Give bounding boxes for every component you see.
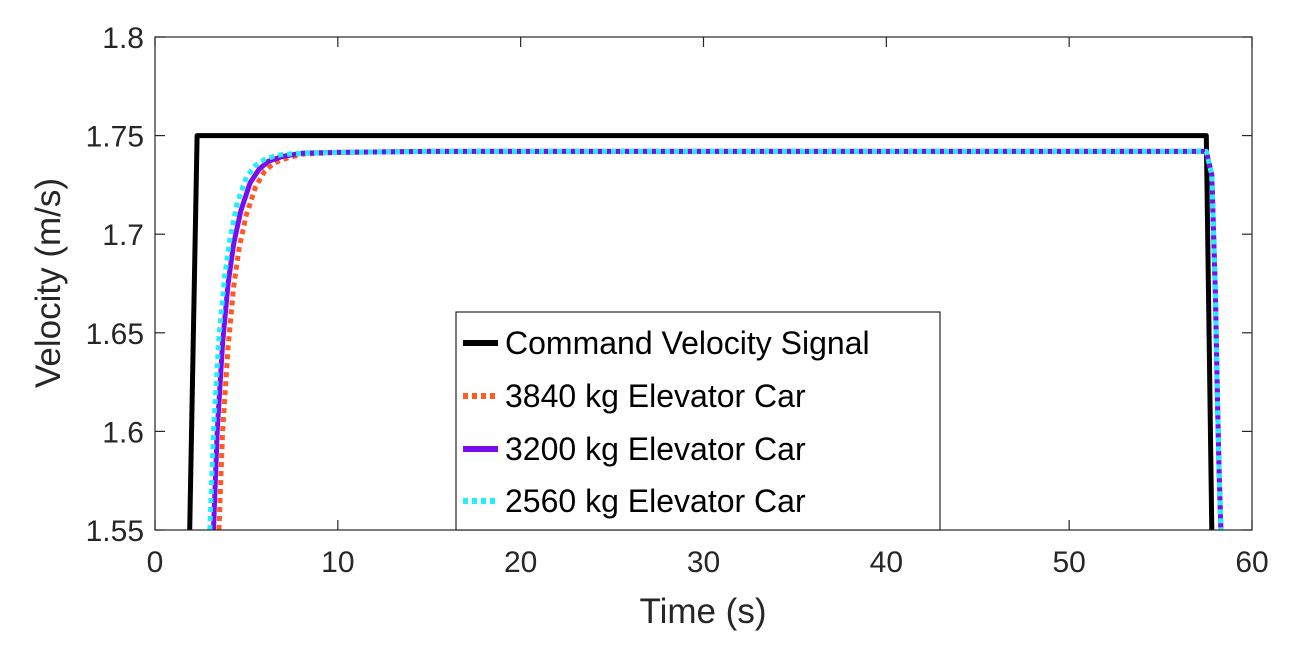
legend: Command Velocity Signal 3840 kg Elevator…: [455, 311, 941, 531]
x-tick-label: 0: [147, 546, 164, 579]
x-tick-label: 30: [687, 546, 720, 579]
y-tick-label: 1.55: [86, 515, 144, 548]
legend-box: [455, 311, 941, 531]
legend-label-2560: 2560 kg Elevator Car: [505, 483, 806, 519]
y-tick-label: 1.7: [102, 219, 144, 252]
legend-label-command: Command Velocity Signal: [505, 325, 870, 361]
y-tick-label: 1.65: [86, 318, 144, 351]
x-tick-label: 50: [1052, 546, 1085, 579]
series-line-0: [187, 133, 1215, 530]
series-line-2: [211, 148, 1224, 530]
legend-label-3200: 3200 kg Elevator Car: [505, 431, 806, 467]
x-axis-title: Time (s): [639, 592, 766, 631]
series-lines: [187, 133, 1224, 530]
x-tick-label: 10: [321, 546, 354, 579]
y-axis-title: Velocity (m/s): [29, 178, 68, 388]
y-tick-label: 1.75: [86, 121, 144, 154]
y-tick-label: 1.6: [102, 416, 144, 449]
x-tick-label: 20: [504, 546, 537, 579]
legend-label-3840: 3840 kg Elevator Car: [505, 378, 806, 414]
x-tick-label: 60: [1235, 546, 1268, 579]
x-tick-label: 40: [870, 546, 903, 579]
y-tick-label: 1.8: [102, 22, 144, 55]
tick-labels: 0 10 20 30 40 50 60 1.55 1.6 1.65 1.7 1.75 1.8: [86, 22, 1269, 579]
series-line-3: [207, 148, 1224, 530]
